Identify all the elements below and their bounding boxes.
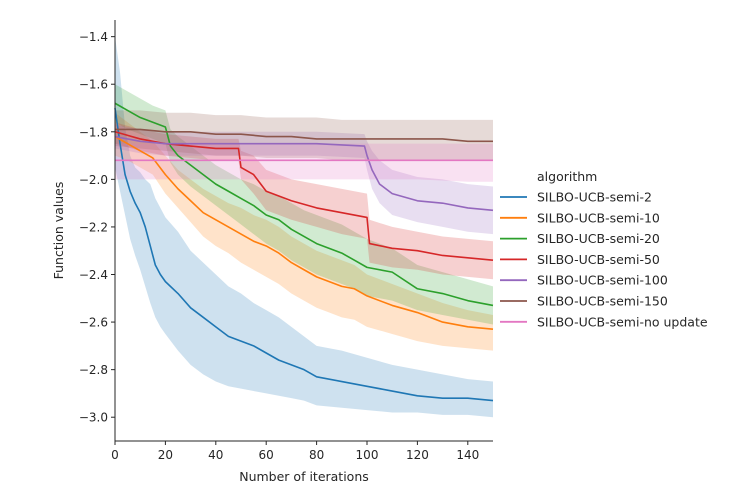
legend-label-series-2: SILBO-UCB-semi-10 — [537, 210, 660, 225]
confidence-bands — [115, 36, 493, 418]
legend: algorithm SILBO-UCB-semi-2 SILBO-UCB-semi… — [500, 169, 708, 329]
y-tick-label: −3.0 — [79, 411, 108, 425]
legend-label-series-3: SILBO-UCB-semi-20 — [537, 231, 660, 246]
band-series-3 — [115, 84, 493, 325]
x-tick-label: 60 — [259, 448, 274, 462]
x-axis-label: Number of iterations — [239, 469, 369, 484]
legend-label-series-5: SILBO-UCB-semi-100 — [537, 273, 668, 288]
x-tick-label: 100 — [356, 448, 379, 462]
y-tick-label: −2.2 — [79, 220, 108, 234]
x-tick-label: 0 — [111, 448, 119, 462]
band-series-4 — [115, 122, 493, 280]
band-series-7 — [115, 143, 493, 182]
series-lines — [114, 102, 494, 402]
x-tick-label: 20 — [158, 448, 173, 462]
line-series-3 — [114, 102, 494, 307]
y-tick-label: −2.4 — [79, 268, 108, 282]
line-series-6 — [115, 128, 493, 143]
x-tick-label: 140 — [456, 448, 479, 462]
x-axis-ticks: 0 20 40 60 80 100 120 140 — [111, 441, 479, 462]
y-tick-label: −1.4 — [79, 30, 108, 44]
y-tick-label: −2.6 — [79, 316, 108, 330]
legend-title: algorithm — [537, 169, 597, 184]
y-axis-label: Function values — [51, 182, 66, 280]
band-series-2 — [115, 112, 493, 351]
x-tick-label: 80 — [309, 448, 324, 462]
line-series-2 — [114, 135, 494, 331]
y-tick-label: −2.0 — [79, 173, 108, 187]
band-series-5 — [115, 124, 493, 235]
line-series-5 — [114, 135, 494, 212]
legend-label-series-6: SILBO-UCB-semi-150 — [537, 294, 668, 309]
y-tick-label: −1.6 — [79, 78, 108, 92]
y-axis-ticks: −1.4 −1.6 −1.8 −2.0 −2.2 −2.4 −2.6 −2.8 −3.0 — [79, 30, 115, 425]
legend-label-series-4: SILBO-UCB-semi-50 — [537, 252, 660, 267]
x-tick-label: 120 — [406, 448, 429, 462]
x-tick-label: 40 — [208, 448, 223, 462]
legend-label-series-7: SILBO-UCB-semi-no update — [537, 314, 708, 329]
legend-label-series-1: SILBO-UCB-semi-2 — [537, 190, 652, 205]
line-series-4 — [114, 131, 494, 262]
y-tick-label: −1.8 — [79, 125, 108, 139]
y-tick-label: −2.8 — [79, 363, 108, 377]
line-series-1 — [114, 107, 494, 402]
